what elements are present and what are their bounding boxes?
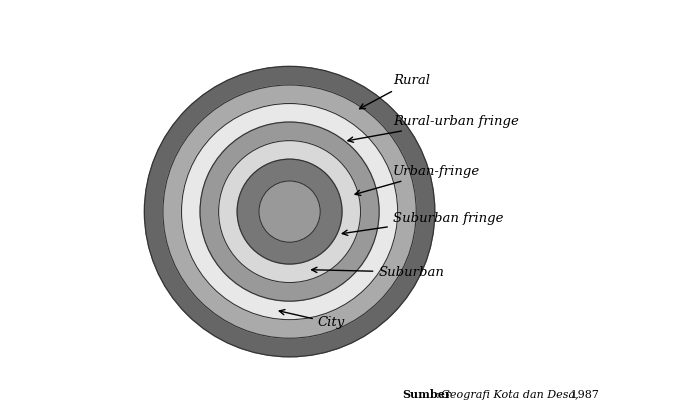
Text: Suburban: Suburban	[312, 266, 444, 279]
Text: Sumber: Sumber	[402, 389, 451, 400]
Text: 1987: 1987	[567, 390, 598, 400]
Text: Rural-urban fringe: Rural-urban fringe	[348, 115, 519, 142]
Text: Geografi Kota dan Desa,: Geografi Kota dan Desa,	[441, 390, 578, 400]
Circle shape	[144, 67, 435, 357]
Circle shape	[218, 141, 361, 282]
Circle shape	[259, 181, 320, 242]
Circle shape	[163, 85, 416, 338]
Text: :: :	[436, 390, 443, 400]
Circle shape	[237, 159, 342, 264]
Circle shape	[181, 103, 398, 320]
Circle shape	[200, 122, 379, 301]
Text: Suburban fringe: Suburban fringe	[342, 212, 504, 235]
Text: Urban-fringe: Urban-fringe	[355, 165, 480, 195]
Text: Rural: Rural	[359, 75, 430, 109]
Text: City: City	[280, 310, 345, 329]
